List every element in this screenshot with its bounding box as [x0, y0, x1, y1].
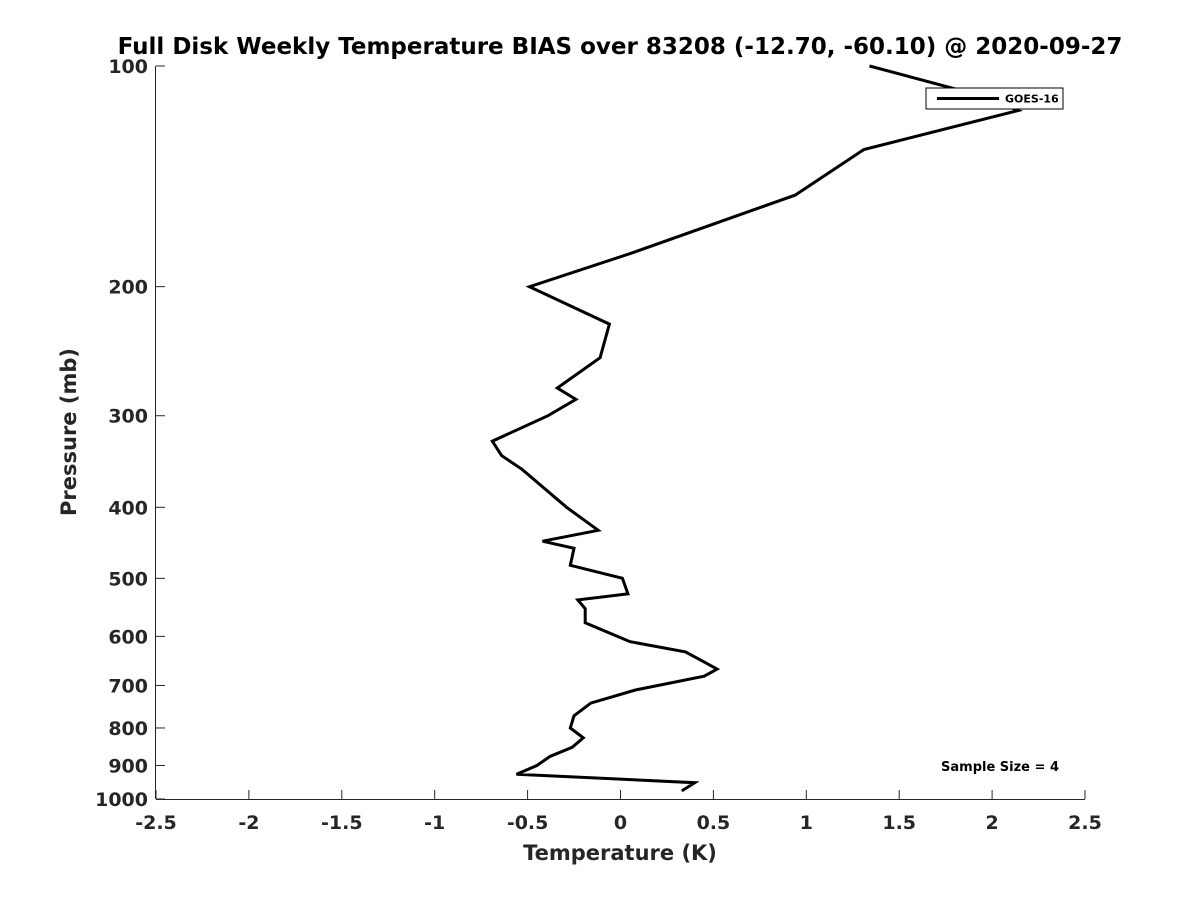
y-tick-label: 700	[108, 675, 148, 697]
y-tick-label: 800	[108, 718, 148, 740]
x-tick-label: -1	[424, 812, 445, 834]
x-tick-label: -1.5	[321, 812, 363, 834]
chart-title: Full Disk Weekly Temperature BIAS over 8…	[118, 34, 1123, 60]
series-line-goes-16	[490, 64, 1023, 793]
y-tick-label: 1000	[95, 789, 148, 811]
x-tick-label: 2	[985, 812, 998, 834]
x-axis-ticks: -2.5 -2 -1.5 -1 -0.5 0 0.5 1 1.5 2 2.5	[135, 790, 1102, 834]
legend-label-goes-16: GOES-16	[1005, 93, 1059, 106]
x-tick-label: 1	[800, 812, 813, 834]
y-tick-label: 300	[108, 406, 148, 428]
x-tick-label: -0.5	[507, 812, 549, 834]
y-tick-label: 600	[108, 626, 148, 648]
x-tick-label: 1.5	[882, 812, 916, 834]
y-tick-label: 100	[108, 56, 148, 78]
x-tick-label: -2	[238, 812, 259, 834]
x-tick-label: 0.5	[697, 812, 731, 834]
y-tick-label: 900	[108, 755, 148, 777]
y-tick-label: 500	[108, 568, 148, 590]
legend: GOES-16	[925, 87, 1064, 110]
y-tick-label: 400	[108, 497, 148, 519]
y-axis-label: Pressure (mb)	[57, 348, 81, 516]
axes	[155, 66, 1085, 800]
y-axis-ticks: 100 200 300 400 500 600 700 800 900 1000	[95, 56, 165, 811]
x-tick-label: -2.5	[135, 812, 177, 834]
sample-size-annotation: Sample Size = 4	[941, 760, 1059, 775]
x-tick-label: 0	[614, 812, 627, 834]
x-tick-label: 2.5	[1068, 812, 1102, 834]
y-tick-label: 200	[108, 277, 148, 299]
x-axis-label: Temperature (K)	[523, 841, 717, 865]
